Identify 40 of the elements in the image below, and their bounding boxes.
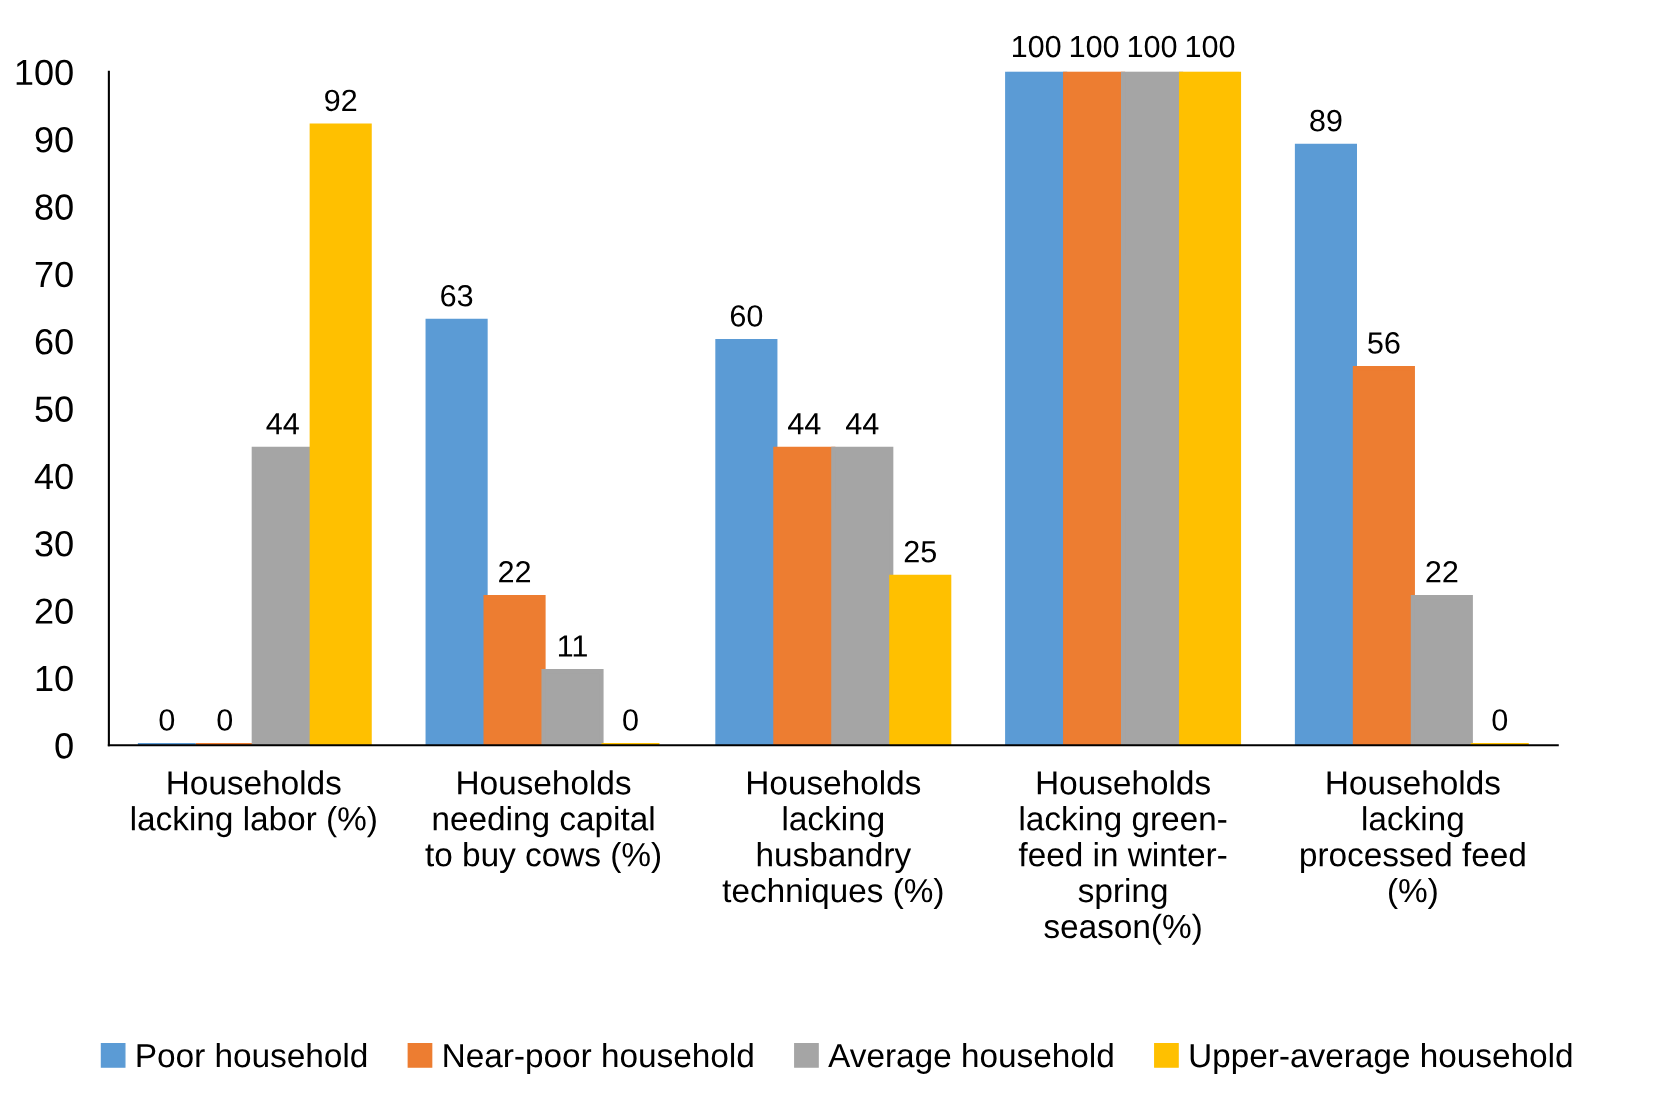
data-label: 100 [1186, 35, 1235, 58]
y-tick-label: 0 [55, 733, 73, 759]
y-tick-label: 20 [35, 598, 73, 624]
y-tick-label: 70 [35, 261, 73, 288]
y-tick-label: 40 [34, 463, 73, 490]
y-tick-label: 90 [35, 126, 73, 153]
data-label: 100 [1013, 35, 1061, 58]
y-tick-label: 80 [35, 194, 73, 220]
data-label: 89 [1310, 109, 1342, 132]
data-label: 44 [266, 413, 299, 435]
x-tick-label: Households lacking husbandry techniques (%) [722, 770, 943, 909]
legend-label: Average household [828, 1042, 1113, 1074]
y-tick-label: 10 [36, 665, 73, 692]
data-label: 11 [558, 635, 587, 657]
data-label: 22 [499, 561, 531, 583]
data-label: 100 [1070, 35, 1119, 58]
x-tick-label: Households lacking green- feed in winter- spring season(%) [1018, 770, 1227, 945]
data-label: 0 [623, 709, 638, 731]
data-label: 92 [325, 89, 357, 112]
x-tick-label: Households lacking processed feed (%) [1301, 770, 1525, 909]
y-tick-label: 100 [16, 59, 73, 86]
data-label: 56 [1368, 332, 1400, 354]
data-label: 63 [441, 284, 473, 307]
data-label: 44 [846, 413, 879, 435]
data-label: 0 [159, 709, 175, 731]
y-tick-label: 60 [35, 329, 73, 355]
legend-label: Near-poor household [444, 1042, 753, 1074]
data-label: 0 [1492, 709, 1508, 731]
y-tick-label: 30 [35, 531, 73, 557]
data-label: 25 [904, 540, 936, 563]
x-tick-label: Households lacking labor (%) [131, 770, 376, 838]
legend-label: Upper-average household [1190, 1042, 1572, 1074]
y-tick-label: 50 [35, 396, 73, 422]
data-label: 0 [217, 709, 233, 731]
data-label: 44 [788, 413, 821, 435]
data-label: 100 [1128, 35, 1177, 58]
data-label: 22 [1426, 561, 1458, 583]
data-label: 60 [730, 305, 763, 327]
legend-label: Poor household [137, 1042, 367, 1068]
x-tick-label: Households needing capital to buy cows (%) [425, 770, 661, 874]
